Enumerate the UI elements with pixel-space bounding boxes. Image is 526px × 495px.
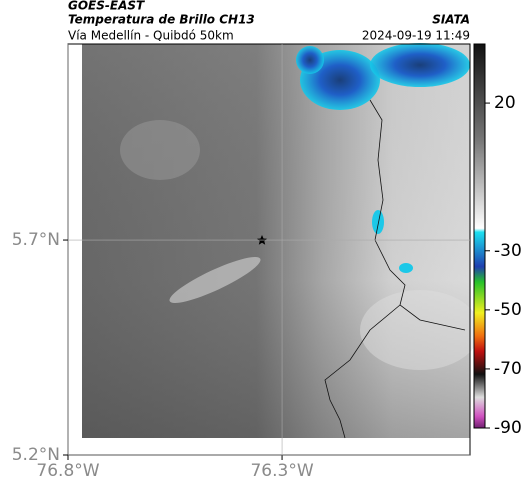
agency-label: SIATA	[432, 13, 470, 27]
colorbar-tick-label: -30	[494, 241, 522, 261]
timestamp-label: 2024-09-19 11:49	[362, 29, 470, 43]
region-label: Vía Medellín - Quibdó 50km	[68, 29, 234, 43]
x-tick-label: 76.3°W	[250, 461, 313, 481]
y-tick-label: 5.7°N	[12, 230, 60, 250]
x-tick-label: 76.8°W	[36, 461, 99, 481]
axes: 76.8°W 76.3°W 5.2°N 5.7°N 20 -30 -50 -70 -90	[12, 44, 522, 481]
y-tick-label: 5.2°N	[12, 445, 60, 465]
satellite-image	[82, 43, 480, 439]
colorbar	[473, 43, 486, 429]
colorbar-tick-label: -50	[494, 300, 522, 320]
colorbar-tick-label: 20	[494, 93, 516, 113]
source-label: GOES-EAST	[68, 0, 145, 13]
colorbar-tick-label: -70	[494, 359, 522, 379]
product-label: Temperatura de Brillo CH13	[68, 13, 255, 27]
colorbar-tick-label: -90	[494, 418, 522, 438]
